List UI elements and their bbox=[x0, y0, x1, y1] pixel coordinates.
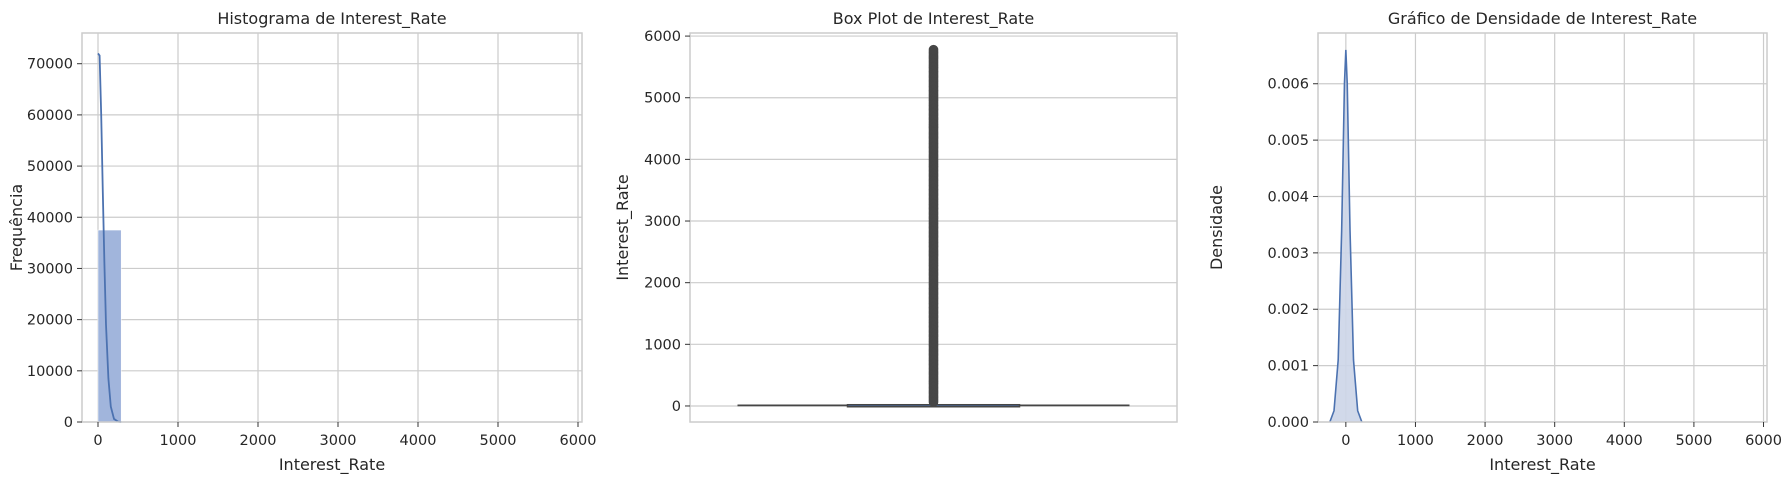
y-tick-label: 0.004 bbox=[1267, 189, 1309, 205]
x-tick-label: 6000 bbox=[1745, 433, 1781, 449]
y-tick-label: 1000 bbox=[644, 337, 681, 353]
x-tick-label: 3000 bbox=[1536, 433, 1573, 449]
y-tick-label: 5000 bbox=[644, 91, 681, 107]
y-tick-label: 40000 bbox=[27, 210, 73, 226]
x-tick-label: 2000 bbox=[1467, 433, 1504, 449]
chart-panel-3 bbox=[1313, 32, 1768, 427]
y-tick-label: 0.000 bbox=[1267, 415, 1309, 431]
x-axis-label: Interest_Rate bbox=[279, 455, 385, 475]
y-axis-label: Frequência bbox=[7, 184, 26, 271]
y-tick-label: 0.002 bbox=[1267, 302, 1309, 318]
chart-title: Box Plot de Interest_Rate bbox=[833, 9, 1035, 29]
y-tick-label: 6000 bbox=[644, 29, 681, 45]
chart-title: Histograma de Interest_Rate bbox=[217, 9, 446, 29]
y-tick-label: 10000 bbox=[27, 364, 73, 380]
y-tick-label: 20000 bbox=[27, 313, 73, 329]
y-tick-label: 4000 bbox=[644, 152, 681, 168]
x-tick-label: 0 bbox=[93, 433, 102, 449]
y-tick-label: 70000 bbox=[27, 57, 73, 73]
chart-panel-2 bbox=[685, 32, 1178, 423]
outlier-point bbox=[928, 44, 939, 55]
y-axis-label: Densidade bbox=[1207, 185, 1226, 270]
y-tick-label: 50000 bbox=[27, 159, 73, 175]
x-axis-label: Interest_Rate bbox=[1489, 455, 1595, 475]
x-tick-label: 4000 bbox=[1606, 433, 1643, 449]
x-tick-label: 4000 bbox=[400, 433, 437, 449]
y-tick-label: 0.001 bbox=[1267, 359, 1309, 375]
x-tick-label: 1000 bbox=[160, 433, 197, 449]
x-tick-label: 0 bbox=[1341, 433, 1350, 449]
y-axis-label: Interest_Rate bbox=[613, 174, 633, 280]
x-tick-label: 1000 bbox=[1397, 433, 1434, 449]
density-line bbox=[1329, 49, 1363, 423]
x-tick-label: 2000 bbox=[240, 433, 277, 449]
y-tick-label: 2000 bbox=[644, 276, 681, 292]
y-tick-label: 0.003 bbox=[1267, 246, 1309, 262]
kde-line bbox=[97, 52, 122, 423]
density-fill bbox=[1329, 49, 1362, 422]
y-tick-label: 30000 bbox=[27, 261, 73, 277]
y-tick-label: 3000 bbox=[644, 214, 681, 230]
y-tick-label: 0.006 bbox=[1267, 77, 1309, 93]
plot-frame bbox=[689, 32, 1178, 423]
y-tick-label: 0.005 bbox=[1267, 133, 1309, 149]
plot-frame bbox=[1317, 32, 1768, 423]
x-tick-label: 6000 bbox=[560, 433, 597, 449]
y-tick-label: 0 bbox=[64, 415, 73, 431]
plot-frame bbox=[81, 32, 583, 423]
y-tick-label: 60000 bbox=[27, 108, 73, 124]
chart-panel-1 bbox=[77, 32, 583, 427]
x-tick-label: 3000 bbox=[320, 433, 357, 449]
x-tick-label: 5000 bbox=[1675, 433, 1712, 449]
chart-title: Gráfico de Densidade de Interest_Rate bbox=[1388, 9, 1697, 29]
x-tick-label: 5000 bbox=[480, 433, 517, 449]
y-tick-label: 0 bbox=[672, 399, 681, 415]
